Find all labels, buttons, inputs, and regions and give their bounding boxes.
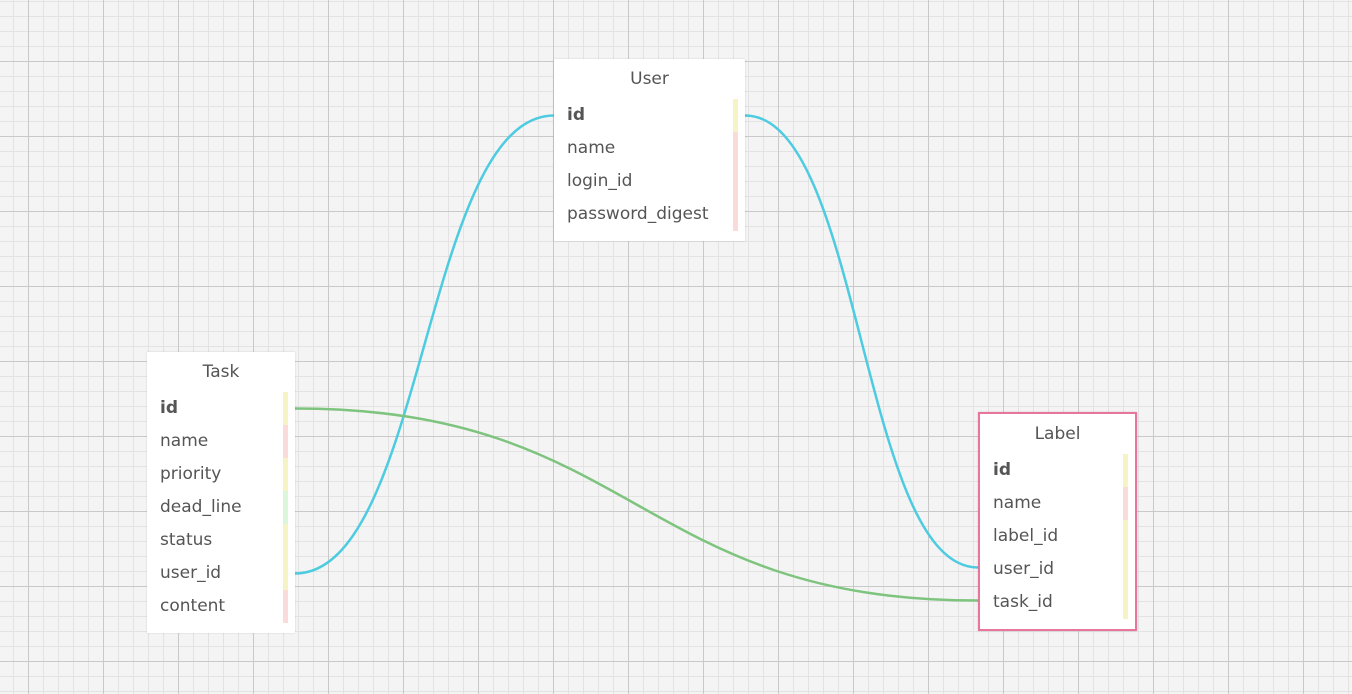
field-type-marker [1123,454,1128,487]
field-type-marker [283,524,288,557]
relation-line[interactable] [294,407,979,602]
field-label: id [160,398,178,418]
field-user-id[interactable]: user_id [147,557,295,590]
field-login-id[interactable]: login_id [554,165,745,198]
field-label: id [567,105,585,125]
field-name[interactable]: name [554,132,745,165]
field-label: priority [160,464,222,484]
field-label: status [160,530,213,550]
field-type-marker [1123,520,1128,553]
field-label: task_id [993,592,1053,612]
field-dead-line[interactable]: dead_line [147,491,295,524]
field-label: user_id [993,559,1055,579]
field-label: user_id [160,563,222,583]
field-id[interactable]: id [980,454,1135,487]
field-label: dead_line [160,497,242,517]
field-label-id[interactable]: label_id [980,520,1135,553]
field-type-marker [1123,487,1128,520]
field-label: name [993,493,1042,513]
field-name[interactable]: name [980,487,1135,520]
field-id[interactable]: id [554,99,745,132]
field-label: name [567,138,616,158]
field-label: name [160,431,209,451]
entity-title: Label [1034,424,1081,444]
field-type-marker [733,198,738,231]
relation-line[interactable] [294,114,555,575]
relation-line[interactable] [744,114,979,569]
field-label: content [160,596,226,616]
field-status[interactable]: status [147,524,295,557]
field-name[interactable]: name [147,425,295,458]
field-task-id[interactable]: task_id [980,586,1135,619]
field-user-id[interactable]: user_id [980,553,1135,586]
field-type-marker [733,132,738,165]
field-label: id [993,460,1011,480]
entity-title: User [630,69,669,89]
entity-title: Task [202,362,240,382]
field-type-marker [283,590,288,623]
field-type-marker [733,165,738,198]
field-content[interactable]: content [147,590,295,623]
field-label: password_digest [567,204,709,224]
field-label: label_id [993,526,1059,546]
field-type-marker [283,557,288,590]
entity-user[interactable]: User id name login_id password_digest [554,59,745,241]
field-label: login_id [567,171,633,191]
field-type-marker [283,458,288,491]
field-type-marker [1123,586,1128,619]
field-type-marker [1123,553,1128,586]
field-type-marker [283,491,288,524]
field-priority[interactable]: priority [147,458,295,491]
entity-label[interactable]: Label id name label_id user_id task_id [978,412,1137,631]
field-id[interactable]: id [147,392,295,425]
entity-task[interactable]: Task id name priority dead_line status u… [147,352,295,633]
field-type-marker [283,425,288,458]
field-password-digest[interactable]: password_digest [554,198,745,231]
field-type-marker [733,99,738,132]
field-type-marker [283,392,288,425]
